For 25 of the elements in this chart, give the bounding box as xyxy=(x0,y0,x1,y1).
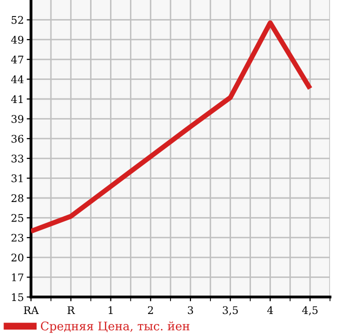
x-tick-label: 4,5 xyxy=(302,306,318,316)
y-tick-label: 36 xyxy=(12,134,24,143)
x-tick-label: 3 xyxy=(188,306,194,314)
y-tick-label: 20 xyxy=(12,254,24,262)
y-tick-label: 25 xyxy=(12,214,24,222)
x-tick-label: RA xyxy=(24,306,39,314)
line-series xyxy=(31,20,312,234)
y-tick-label: 23 xyxy=(12,234,24,242)
legend-label: Средняя Цена, тыс. йен xyxy=(40,321,190,333)
y-tick-label: 33 xyxy=(12,154,24,163)
y-tick-label: 31 xyxy=(12,174,23,182)
y-tick-label: 44 xyxy=(11,75,24,84)
y-tick-label: 52 xyxy=(12,16,24,24)
y-tick-label: 15 xyxy=(12,293,24,302)
y-tick-label: 49 xyxy=(11,36,24,44)
x-tick-label: R xyxy=(68,306,76,314)
y-tick-label: 47 xyxy=(11,56,24,64)
y-tick-label: 41 xyxy=(11,95,23,103)
y-tick-label: 39 xyxy=(12,115,24,123)
y-tick-label: 17 xyxy=(12,273,24,282)
x-tick-label: 3,5 xyxy=(222,306,238,316)
x-tick-label: 4 xyxy=(267,306,273,314)
x-tick-label: 2 xyxy=(148,306,153,314)
y-tick-label: 28 xyxy=(12,194,24,202)
x-tick-label: 1 xyxy=(108,306,113,314)
